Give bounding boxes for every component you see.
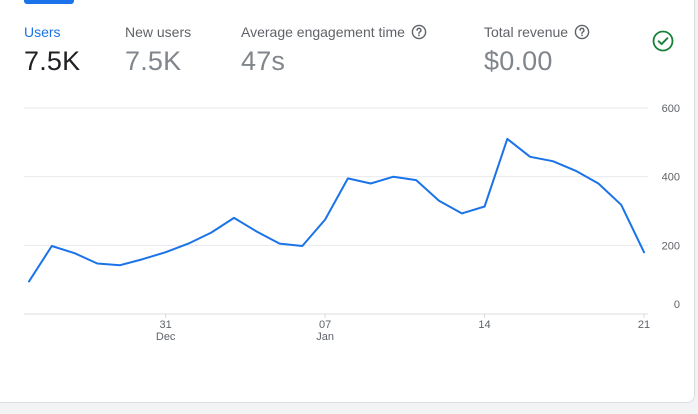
metric-value: $0.00: [484, 46, 553, 76]
x-tick-day-label: 07: [319, 319, 331, 331]
y-tick-label: 400: [662, 172, 680, 184]
y-tick-label: 600: [662, 103, 680, 115]
x-tick-day-label: 31: [160, 319, 172, 331]
x-tick-day-label: 14: [478, 319, 490, 331]
metric-tab-total-revenue[interactable]: Total revenue $0.00: [484, 22, 590, 77]
analytics-card: Users 7.5K New users 7.5K Average engage…: [0, 0, 695, 403]
metric-label-text: Total revenue: [484, 24, 569, 40]
y-tick-label: 200: [662, 240, 680, 252]
metric-label-text: Average engagement time: [241, 24, 405, 40]
metric-label: Total revenue: [484, 22, 590, 42]
x-tick-day-label: 21: [638, 319, 650, 331]
y-tick-label: 0: [674, 299, 680, 311]
metric-label: Average engagement time: [241, 22, 427, 42]
help-icon[interactable]: [574, 24, 590, 40]
metric-label: Users: [24, 22, 80, 42]
metric-label-text: New users: [125, 24, 192, 40]
x-tick-month-label: Jan: [316, 331, 334, 343]
metric-tab-users[interactable]: Users 7.5K: [24, 22, 80, 77]
metric-tab-new-users[interactable]: New users 7.5K: [125, 22, 191, 77]
metric-tab-average-engagement-time[interactable]: Average engagement time 47s: [241, 22, 427, 77]
active-tab-indicator: [24, 0, 74, 4]
metric-value: 7.5K: [24, 46, 81, 76]
metric-label: New users: [125, 22, 191, 42]
metric-value: 47s: [241, 46, 286, 76]
metric-label-text: Users: [24, 24, 61, 40]
help-icon[interactable]: [411, 24, 427, 40]
metric-value: 7.5K: [125, 46, 182, 76]
x-tick-month-label: Dec: [156, 331, 176, 343]
check-circle-icon[interactable]: [652, 30, 674, 52]
series-line-users: [28, 137, 645, 283]
